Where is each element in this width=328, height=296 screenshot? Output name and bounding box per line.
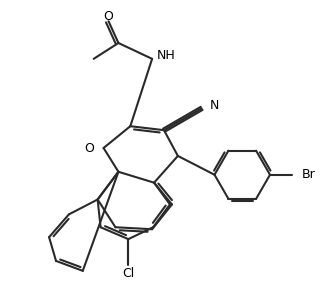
Text: O: O xyxy=(84,141,94,155)
Text: Br: Br xyxy=(302,168,316,181)
Text: Cl: Cl xyxy=(122,267,134,280)
Text: N: N xyxy=(210,99,219,112)
Text: NH: NH xyxy=(157,49,176,62)
Text: O: O xyxy=(104,10,113,23)
